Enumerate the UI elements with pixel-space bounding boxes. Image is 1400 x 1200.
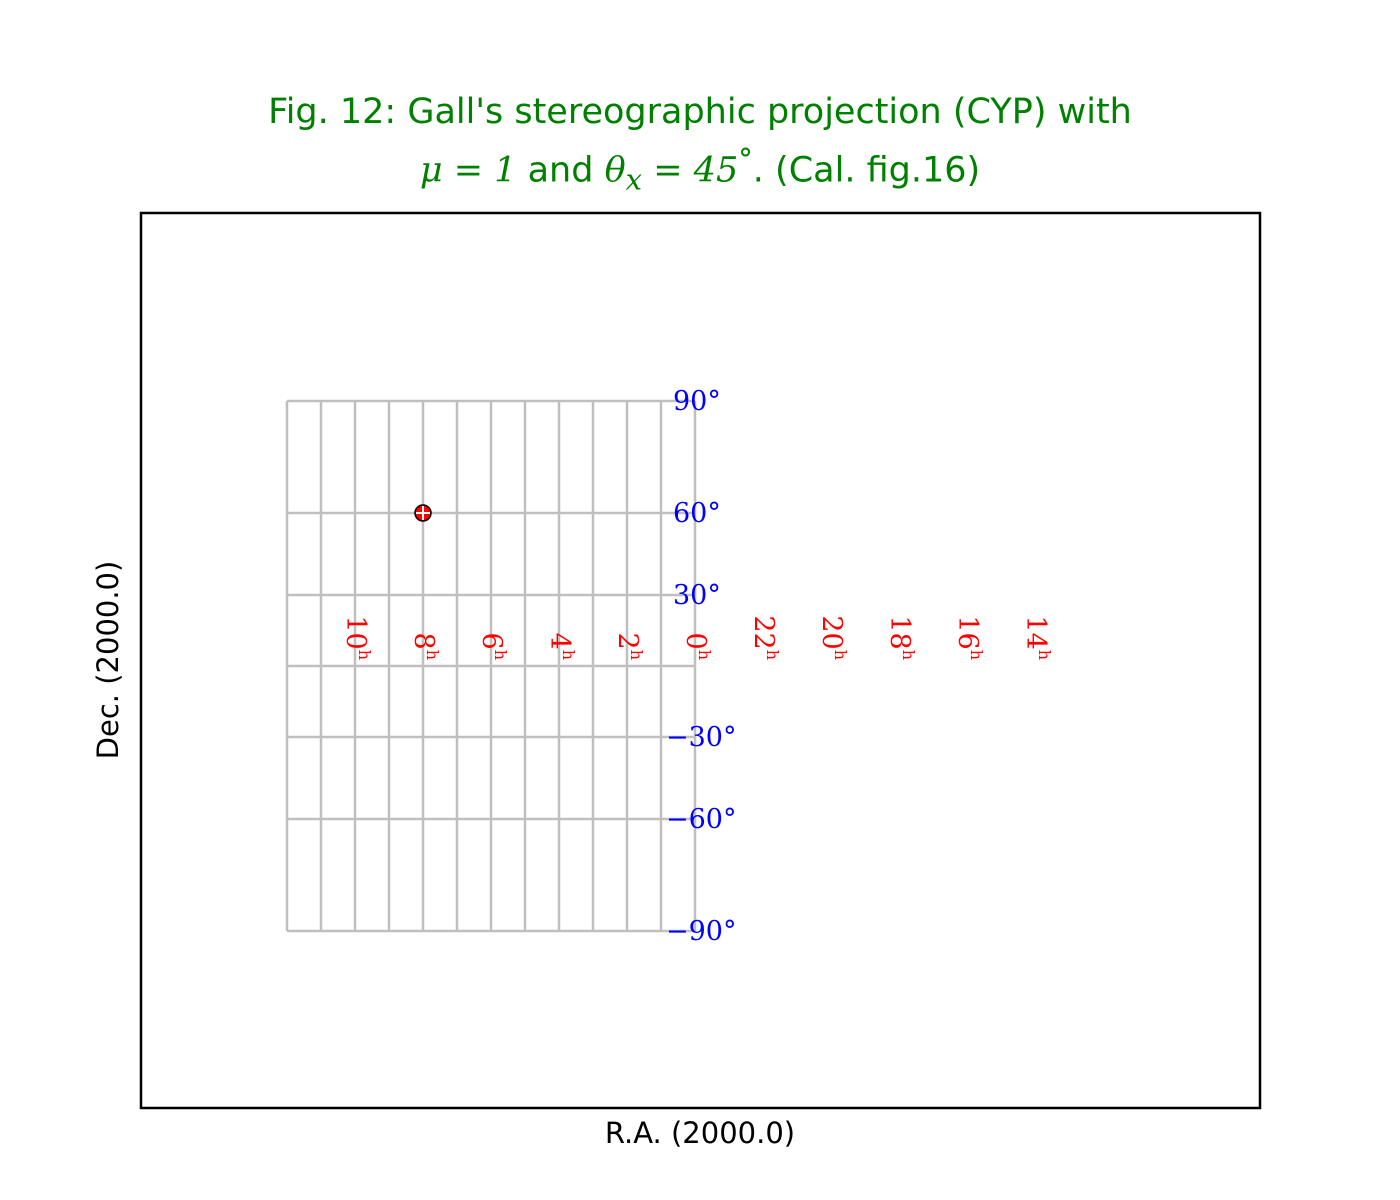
dec-tick-label: 60° xyxy=(673,498,721,529)
data-points xyxy=(414,504,432,522)
chart-title-line1: Fig. 12: Gall's stereographic projection… xyxy=(268,92,1132,132)
dec-tick-labels: 90° 60° 30° −30° −60° −90° xyxy=(666,386,736,947)
ra-tick-label: 0h xyxy=(681,633,715,661)
x-axis-label: R.A. (2000.0) xyxy=(604,1116,796,1150)
ra-tick-label: 14h xyxy=(1021,615,1055,660)
dec-tick-label: −30° xyxy=(666,722,736,753)
ra-tick-label: 6h xyxy=(477,633,511,661)
ra-tick-label: 2h xyxy=(613,633,647,661)
ra-tick-label: 10h xyxy=(341,615,375,660)
theta-equals: = 45 xyxy=(642,150,739,191)
title-tail: . (Cal. fig.16) xyxy=(752,150,981,191)
y-axis-label: Dec. (2000.0) xyxy=(91,560,125,760)
theta-subscript: x xyxy=(625,162,643,197)
ra-tick-label: 16h xyxy=(953,615,987,660)
ra-tick-label: 20h xyxy=(817,615,851,660)
dec-tick-label: 30° xyxy=(673,580,721,611)
data-point-marker xyxy=(414,504,432,522)
degree-symbol: ° xyxy=(738,142,753,176)
ra-tick-labels: 10h 8h 6h 4h 2h 0h 22h 20h 18h 16h 14h xyxy=(341,615,1055,660)
graticule xyxy=(285,399,697,933)
title-and: and xyxy=(516,150,605,191)
dec-tick-label: 90° xyxy=(673,386,721,417)
theta-symbol: θ xyxy=(604,150,626,191)
plot-frame xyxy=(139,211,1262,1110)
dec-tick-label: −90° xyxy=(666,916,736,947)
ra-tick-label: 22h xyxy=(749,615,783,660)
dec-tick-label: −60° xyxy=(666,804,736,835)
ra-tick-label: 18h xyxy=(885,615,919,660)
ra-tick-label: 4h xyxy=(545,633,579,661)
ra-tick-label: 8h xyxy=(409,633,443,661)
mu-equals: = 1 xyxy=(442,150,517,191)
chart-title-line2: μ = 1 and θx = 45°. (Cal. fig.16) xyxy=(0,142,1400,197)
mu-symbol: μ xyxy=(419,150,443,191)
